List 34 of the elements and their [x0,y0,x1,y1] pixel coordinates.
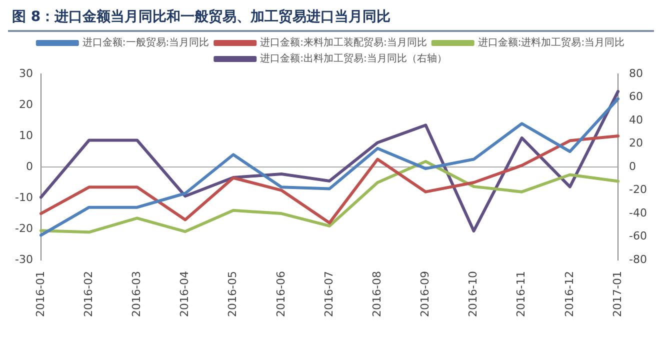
y2-tick-label: -40 [629,206,647,220]
y2-tick-label: 40 [629,113,644,126]
x-tick-label: 2016-07 [322,271,336,318]
y2-tick-label: 80 [629,66,644,80]
legend-label: 进口金额:进料加工贸易:当月同比 [478,36,625,49]
x-tick-label: 2016-08 [370,271,384,318]
y-tick-label: 20 [18,98,33,111]
y2-tick-label: 20 [629,136,644,150]
y2-tick-label: -20 [629,183,647,196]
x-tick-label: 2016-12 [562,271,576,318]
x-tick-label: 2016-06 [274,271,288,318]
y2-tick-label: 60 [629,90,644,104]
legend-label: 进口金额:一般贸易:当月同比 [82,36,210,49]
y2-tick-label: -80 [629,252,647,266]
y-tick-label: 30 [18,66,33,80]
y-tick-label: 0 [26,160,33,173]
x-tick-label: 2016-01 [34,271,47,318]
x-tick-label: 2016-10 [466,271,480,318]
x-tick-label: 2016-04 [178,271,192,318]
legend-label: 进口金额:出料加工贸易:当月同比（右轴） [260,52,447,65]
x-tick-label: 2016-02 [82,271,95,318]
x-tick-label: 2017-01 [610,271,624,318]
x-tick-label: 2016-03 [130,271,144,318]
y-tick-label: -10 [15,190,33,204]
y-tick-label: -20 [15,222,33,235]
chart-title: 图 8：进口金额当月同比和一般贸易、加工贸易进口当月同比 [8,8,654,32]
y-tick-label: 10 [18,128,33,142]
y-tick-label: -30 [15,252,33,266]
x-tick-label: 2016-09 [418,271,432,318]
legend-label: 进口金额:来料加工装配贸易:当月同比 [260,36,427,49]
y2-tick-label: 0 [629,160,636,173]
x-tick-label: 2016-05 [226,271,240,318]
y2-tick-label: -60 [629,230,647,243]
x-tick-label: 2016-11 [514,271,528,318]
